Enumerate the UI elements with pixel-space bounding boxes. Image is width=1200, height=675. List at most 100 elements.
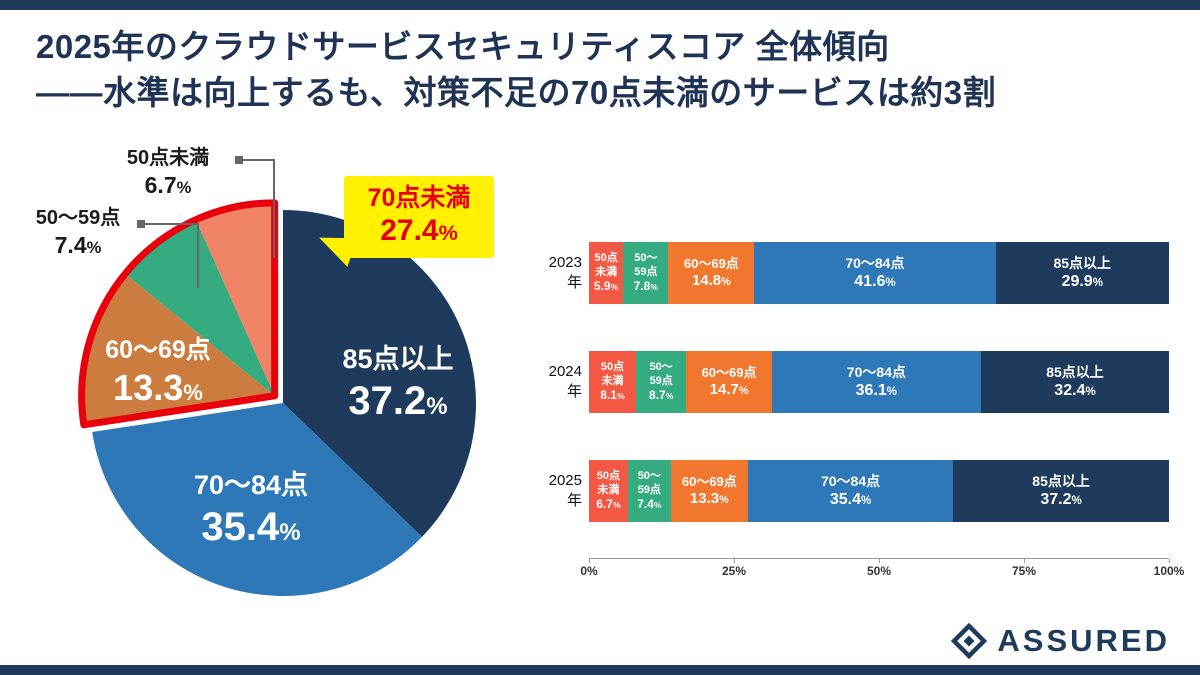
bar-segment-3: 70〜84点 35.4% bbox=[747, 460, 954, 522]
pie-chart: 85点以上 37.2% 70〜84点 35.4% 60〜69点 13.3% bbox=[78, 156, 476, 596]
bar-segment-0: 50点 未満 5.9% bbox=[589, 242, 624, 304]
x-axis-tickmark bbox=[1024, 559, 1025, 563]
bar-segment-value: 13.3% bbox=[689, 489, 729, 507]
bar-segment-value: 8.7% bbox=[649, 388, 674, 403]
bar-segment-value: 14.8% bbox=[691, 271, 731, 289]
bar-segment-value: 5.9% bbox=[593, 279, 619, 294]
bar-segment-value: 36.1% bbox=[855, 381, 898, 399]
connector-under-50 bbox=[240, 159, 275, 258]
assured-logo: ASSURED bbox=[951, 623, 1170, 659]
bar-segment-name: 60〜69点 bbox=[683, 255, 739, 271]
bar-segment-name-line: 59点 bbox=[637, 483, 661, 496]
bar-row-label: 2024年 bbox=[548, 363, 582, 400]
bar-segment-value: 14.7% bbox=[709, 380, 749, 398]
bar-segment-2: 60〜69点 14.7% bbox=[686, 351, 772, 413]
bar-segment-name: 85点以上 bbox=[1053, 254, 1112, 271]
bar-row-2024年: 2024年 50点 未満 8.1% 50〜 59点 8.7% 60〜69点 14.7% 70〜84… bbox=[537, 351, 1169, 413]
bar-segment-4: 85点以上 32.4% bbox=[981, 351, 1169, 413]
x-axis-tick-label: 75% bbox=[1011, 564, 1037, 578]
pie-slice-2 bbox=[81, 273, 275, 425]
bar-segment-value: 35.4% bbox=[829, 490, 872, 508]
bar-segment-name-line: 50点 bbox=[596, 470, 621, 483]
pie-inner-label-0: 85点以上 37.2% bbox=[342, 344, 453, 423]
bottom-border bbox=[0, 665, 1200, 675]
pie-chart-area: 85点以上 37.2% 70〜84点 35.4% 60〜69点 13.3% 50点未満 6… bbox=[8, 146, 528, 670]
bar-segment-1: 50〜 59点 7.8% bbox=[623, 242, 669, 304]
bar-segment-name: 70〜84点 bbox=[846, 363, 906, 380]
pie-label-50-59-name: 50〜59点 bbox=[35, 207, 121, 229]
bar-segment-3: 70〜84点 36.1% bbox=[771, 351, 982, 413]
pie-slice-0 bbox=[283, 210, 476, 537]
x-axis-tick-label: 0% bbox=[580, 564, 598, 578]
callout-under-70-value: 27.4% bbox=[380, 214, 458, 247]
bar-track: 50点 未満 8.1% 50〜 59点 8.7% 60〜69点 14.7% 70〜84点 36.1… bbox=[589, 351, 1169, 413]
bar-segment-value: 41.6% bbox=[854, 272, 896, 290]
callout-under-70: 70点未満 27.4% bbox=[313, 176, 494, 267]
bar-segment-name: 70〜84点 bbox=[820, 472, 881, 489]
x-axis-tick-label: 50% bbox=[866, 564, 892, 578]
bar-segment-value: 7.4% bbox=[637, 497, 662, 512]
bar-segment-1: 50〜 59点 8.7% bbox=[635, 351, 687, 413]
title-line-1: 2025年のクラウドサービスセキュリティスコア 全体傾向 bbox=[36, 28, 890, 65]
pie-label-under-50-value: 6.7% bbox=[144, 172, 192, 198]
connector-50-59 bbox=[142, 223, 199, 288]
connector-under-50-marker bbox=[235, 156, 243, 164]
bar-segment-name: 85点以上 bbox=[1046, 363, 1104, 380]
bar-track: 50点 未満 6.7% 50〜 59点 7.4% 60〜69点 13.3% 70〜84点 35.4… bbox=[589, 460, 1169, 522]
pie-slice-1 bbox=[92, 403, 423, 596]
bar-row-2023年: 2023年 50点 未満 5.9% 50〜 59点 7.8% 60〜69点 14.8% 70〜84… bbox=[537, 242, 1169, 304]
x-axis-tick-label: 100% bbox=[1153, 564, 1185, 578]
bar-row-2025年: 2025年 50点 未満 6.7% 50〜 59点 7.4% 60〜69点 13.3% 70〜84… bbox=[537, 460, 1169, 522]
bar-segment-4: 85点以上 37.2% bbox=[953, 460, 1169, 522]
top-border bbox=[0, 0, 1200, 10]
bar-segment-4: 85点以上 29.9% bbox=[995, 242, 1169, 304]
x-axis-tickmark bbox=[1169, 559, 1170, 563]
bar-segment-name-line: 未満 bbox=[601, 374, 624, 387]
bar-segment-value: 37.2% bbox=[1040, 490, 1082, 508]
slide-title: 2025年のクラウドサービスセキュリティスコア 全体傾向 ——水準は向上するも、… bbox=[36, 24, 1166, 116]
bar-segment-2: 60〜69点 13.3% bbox=[670, 460, 748, 522]
x-axis-tickmark bbox=[589, 559, 590, 563]
pie-inner-label-1: 70〜84点 35.4% bbox=[194, 470, 308, 549]
bar-segment-name: 85点以上 bbox=[1032, 472, 1090, 489]
pie-slice-4 bbox=[195, 202, 275, 396]
pie-label-50-59: 50〜59点 7.4% bbox=[8, 206, 148, 260]
connector-50-59-marker bbox=[137, 220, 145, 228]
bar-segment-value: 8.1% bbox=[600, 388, 625, 403]
bar-segment-name: 70〜84点 bbox=[845, 254, 905, 271]
bar-segment-name-line: 50〜 bbox=[634, 252, 658, 265]
bar-segment-name-line: 50点 bbox=[600, 361, 625, 374]
title-line-2: ——水準は向上するも、対策不足の70点未満のサービスは約3割 bbox=[36, 74, 997, 112]
bar-segment-0: 50点 未満 6.7% bbox=[589, 460, 628, 522]
bar-row-label: 2025年 bbox=[548, 472, 582, 509]
bar-segment-name-line: 50〜 bbox=[649, 361, 673, 374]
assured-logo-text: ASSURED bbox=[997, 623, 1170, 658]
bar-segment-name: 60〜69点 bbox=[681, 473, 737, 489]
bar-segment-value: 32.4% bbox=[1054, 381, 1096, 399]
pie-inner-label-2: 60〜69点 13.3% bbox=[105, 336, 211, 408]
pie-label-under-50: 50点未満 6.7% bbox=[93, 146, 243, 200]
bar-segment-name-line: 未満 bbox=[595, 265, 618, 278]
bar-segment-3: 70〜84点 41.6% bbox=[754, 242, 996, 304]
bar-track: 50点 未満 5.9% 50〜 59点 7.8% 60〜69点 14.8% 70〜84点 41.6… bbox=[589, 242, 1169, 304]
bar-segment-name-line: 59点 bbox=[634, 265, 658, 278]
bar-segment-name: 60〜69点 bbox=[701, 364, 757, 380]
pie-slice-3 bbox=[125, 219, 275, 396]
x-axis-tick-label: 25% bbox=[721, 564, 747, 578]
bar-segment-value: 29.9% bbox=[1061, 272, 1103, 290]
under-70-outline bbox=[78, 199, 279, 429]
bar-segment-1: 50〜 59点 7.4% bbox=[627, 460, 671, 522]
bar-segment-name-line: 未満 bbox=[597, 483, 620, 496]
bar-segment-0: 50点 未満 8.1% bbox=[589, 351, 636, 413]
bar-segment-value: 6.7% bbox=[596, 497, 621, 512]
bar-chart-area: 2023年 50点 未満 5.9% 50〜 59点 7.8% 60〜69点 14.8% 70〜84… bbox=[537, 228, 1184, 608]
x-axis-tickmark bbox=[879, 559, 880, 563]
bar-segment-2: 60〜69点 14.8% bbox=[668, 242, 755, 304]
bar-segment-name-line: 50〜 bbox=[637, 470, 661, 483]
bar-segment-value: 7.8% bbox=[633, 279, 659, 294]
bar-segment-name-line: 50点 bbox=[594, 252, 618, 265]
assured-logo-icon bbox=[951, 623, 988, 659]
pie-label-50-59-value: 7.4% bbox=[54, 232, 102, 258]
bar-row-label: 2023年 bbox=[548, 254, 582, 291]
